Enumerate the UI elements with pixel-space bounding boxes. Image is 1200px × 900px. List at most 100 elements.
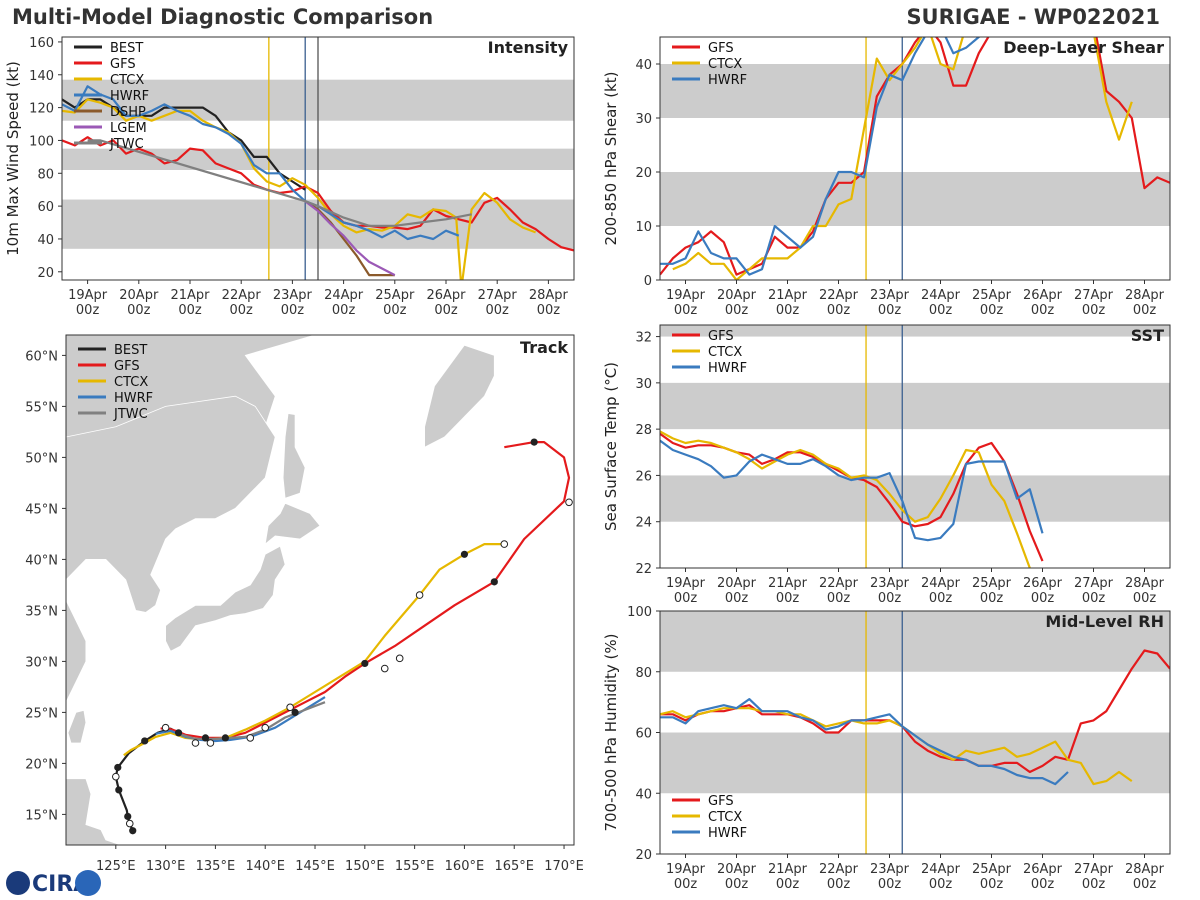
shear-xtick-label: 23Apr (870, 288, 910, 303)
rh-ytick-label: 100 (627, 605, 652, 620)
intensity-xtick-label: 00z (127, 303, 151, 318)
sst-xtick-label: 19Apr (666, 576, 706, 591)
intensity-ytick-label: 160 (29, 36, 54, 51)
shear-xtick-label: 26Apr (1023, 288, 1063, 303)
rh-ylabel: 700-500 hPa Humidity (%) (602, 633, 620, 831)
rh-legend-ctcx: CTCX (708, 810, 742, 825)
shear-plot-area (660, 37, 1170, 280)
track-panel: 125°E 130°E 135°E 140°E 145°E 150°E 155°E 160°E… (25, 334, 584, 874)
land-mass-3 (165, 545, 286, 652)
intensity-xtick-label: 25Apr (375, 288, 415, 303)
track-marker-filled (490, 578, 498, 586)
track-marker-filled (221, 734, 229, 742)
intensity-legend-jtwc: JTWC (109, 137, 144, 152)
intensity-xtick-label: 22Apr (222, 288, 262, 303)
intensity-xtick-label: 00z (486, 303, 510, 318)
storm-name: SURIGAE - WP022021 (906, 5, 1160, 29)
track-marker-filled (361, 659, 369, 668)
rh-xtick-label: 20Apr (717, 862, 757, 877)
track-marker-open (112, 772, 120, 781)
intensity-xtick-label: 19Apr (68, 288, 108, 303)
rh-xtick-label: 00z (776, 877, 800, 892)
intensity-series-lgem (304, 200, 396, 277)
sst-ytick-label: 30 (635, 377, 652, 392)
shear-title: Deep-Layer Shear (1003, 38, 1164, 57)
intensity-frame (61, 36, 575, 281)
rh-series-hwrf (660, 697, 1069, 786)
rh-xtick-label: 00z (725, 877, 749, 892)
sst-xtick-label: 00z (1082, 591, 1106, 606)
track-marker-filled (114, 763, 122, 772)
land-mass-7 (67, 709, 87, 744)
track-marker-open (125, 819, 134, 828)
track-ytick-label: 35°N (25, 604, 58, 619)
intensity-xtick-label: 27Apr (478, 288, 518, 303)
sst-xtick-label: 28Apr (1125, 576, 1165, 591)
sst-ylabel: Sea Surface Temp (°C) (602, 362, 620, 531)
track-marker-filled (460, 550, 469, 558)
rh-ytick-label: 40 (635, 787, 652, 802)
intensity-legend-lgem: LGEM (110, 121, 147, 136)
land-mass-8 (66, 778, 122, 845)
sst-xtick-label: 00z (929, 591, 953, 606)
rh-xtick-label: 00z (1133, 877, 1157, 892)
track-legend-hwrf: HWRF (114, 391, 153, 406)
track-title: Track (520, 338, 568, 357)
intensity-xtick-label: 00z (434, 303, 458, 318)
intensity-xtick-label: 20Apr (119, 288, 159, 303)
intensity-xtick-label: 00z (537, 303, 561, 318)
logo-emblem-icon (75, 870, 101, 896)
intensity-xtick-label: 00z (230, 303, 254, 318)
shear-xtick-label: 27Apr (1074, 288, 1114, 303)
intensity-ytick-label: 140 (29, 69, 54, 84)
rh-xtick-label: 00z (878, 877, 902, 892)
land-mass-2 (66, 600, 87, 703)
track-xtick-label: 125°E (96, 859, 136, 874)
sst-series-hwrf (660, 439, 1044, 542)
track-marker-open (500, 540, 509, 548)
shear-ytick-label: 30 (635, 112, 652, 127)
sst-xtick-label: 00z (1031, 591, 1055, 606)
track-xtick-label: 130°E (146, 859, 186, 874)
rh-xtick-label: 00z (980, 877, 1004, 892)
track-xtick-label: 155°E (395, 859, 435, 874)
track-legend-gfs: GFS (114, 359, 140, 374)
land-mass-5 (282, 413, 306, 499)
rh-title: Mid-Level RH (1045, 612, 1164, 631)
intensity-xtick-label: 28Apr (529, 288, 569, 303)
intensity-plot-area (62, 37, 574, 280)
intensity-ytick-label: 80 (37, 167, 54, 182)
track-ytick-label: 40°N (25, 553, 58, 568)
shear-xtick-label: 00z (674, 303, 698, 318)
track-marker-filled (141, 737, 149, 745)
track-marker-filled (291, 708, 299, 717)
rh-xtick-label: 27Apr (1074, 862, 1114, 877)
shear-ylabel: 200-850 hPa Shear (kt) (602, 72, 620, 246)
track-legend-ctcx: CTCX (114, 375, 148, 390)
rh-xtick-label: 00z (929, 877, 953, 892)
land-mass-4 (264, 502, 321, 546)
track-ytick-label: 50°N (25, 451, 58, 466)
shear-xtick-label: 00z (827, 303, 851, 318)
track-ytick-label: 25°N (25, 706, 58, 721)
rh-legend-hwrf: HWRF (708, 826, 747, 841)
sst-ytick-label: 26 (635, 469, 652, 484)
intensity-xtick-label: 21Apr (170, 288, 210, 303)
shear-xtick-label: 00z (1031, 303, 1055, 318)
intensity-legend-hwrf: HWRF (110, 89, 149, 104)
sst-band-2 (660, 325, 1170, 337)
shear-xtick-label: 00z (929, 303, 953, 318)
track-xtick-label: 165°E (494, 859, 534, 874)
track-marker-open (246, 734, 255, 742)
shear-band-0 (660, 64, 1170, 118)
sst-legend-gfs: GFS (708, 329, 734, 344)
track-ytick-label: 45°N (25, 502, 58, 517)
rh-plot-area (660, 611, 1170, 854)
rh-ytick-label: 80 (635, 666, 652, 681)
intensity-xtick-label: 00z (383, 303, 407, 318)
shear-band-1 (660, 172, 1170, 226)
intensity-ytick-label: 120 (29, 102, 54, 117)
rh-xtick-label: 00z (1031, 877, 1055, 892)
shear-legend-ctcx: CTCX (708, 57, 742, 72)
track-marker-open (415, 591, 424, 599)
